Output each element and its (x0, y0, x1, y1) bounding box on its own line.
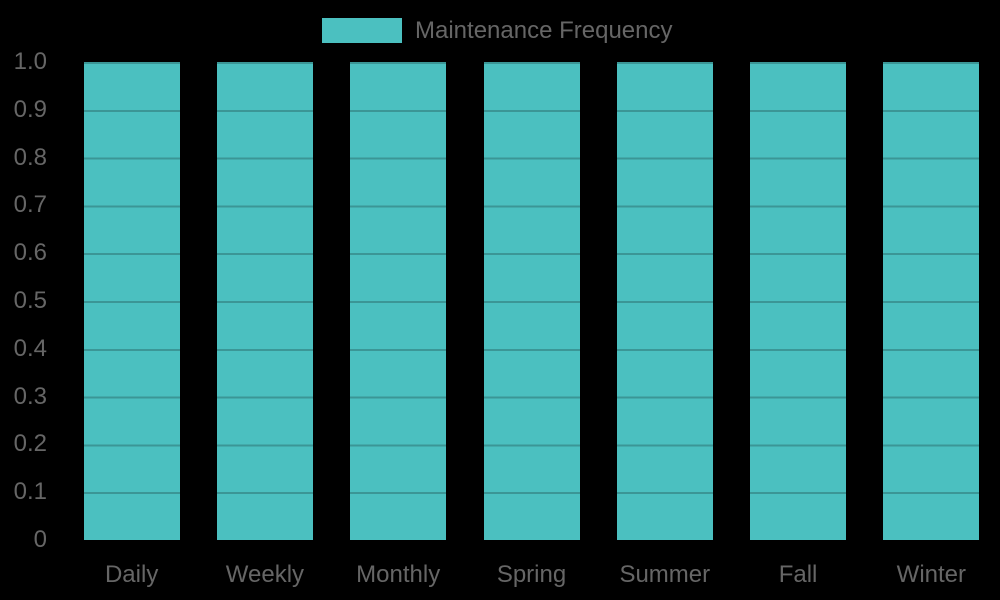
legend-label: Maintenance Frequency (415, 17, 673, 44)
bar-summer (616, 62, 713, 540)
bar-fall (750, 62, 847, 540)
y-tick-label: 0.2 (13, 430, 47, 458)
y-tick-label: 1.0 (13, 48, 47, 75)
bar-spring (483, 62, 580, 540)
legend-item-maintenance-frequency[interactable]: Maintenance Frequency (322, 18, 672, 43)
x-tick-label-spring: Spring (496, 561, 567, 588)
bar-weekly (216, 62, 313, 540)
x-tick-label-winter: Winter (896, 561, 967, 588)
y-tick-label: 0.7 (13, 191, 47, 219)
x-tick-label-daily: Daily (104, 561, 159, 588)
y-tick-label: 0.1 (13, 478, 47, 506)
y-tick-label: 0.4 (13, 334, 47, 362)
bar-daily (83, 62, 180, 540)
x-tick-label-monthly: Monthly (356, 561, 441, 588)
y-tick-label: 0.6 (13, 239, 47, 267)
y-tick-label: 0.5 (13, 287, 47, 314)
bar-monthly (350, 62, 447, 540)
y-tick-label: 0.8 (13, 143, 47, 171)
x-tick-label-summer: Summer (619, 561, 711, 588)
y-tick-label: 0.9 (13, 95, 47, 123)
x-tick-label-weekly: Weekly (225, 561, 305, 588)
bar-winter (883, 62, 980, 540)
y-tick-label: 0 (33, 526, 47, 553)
y-tick-label: 0.3 (13, 382, 47, 410)
x-tick-label-fall: Fall (778, 561, 818, 588)
legend-swatch (322, 18, 402, 43)
